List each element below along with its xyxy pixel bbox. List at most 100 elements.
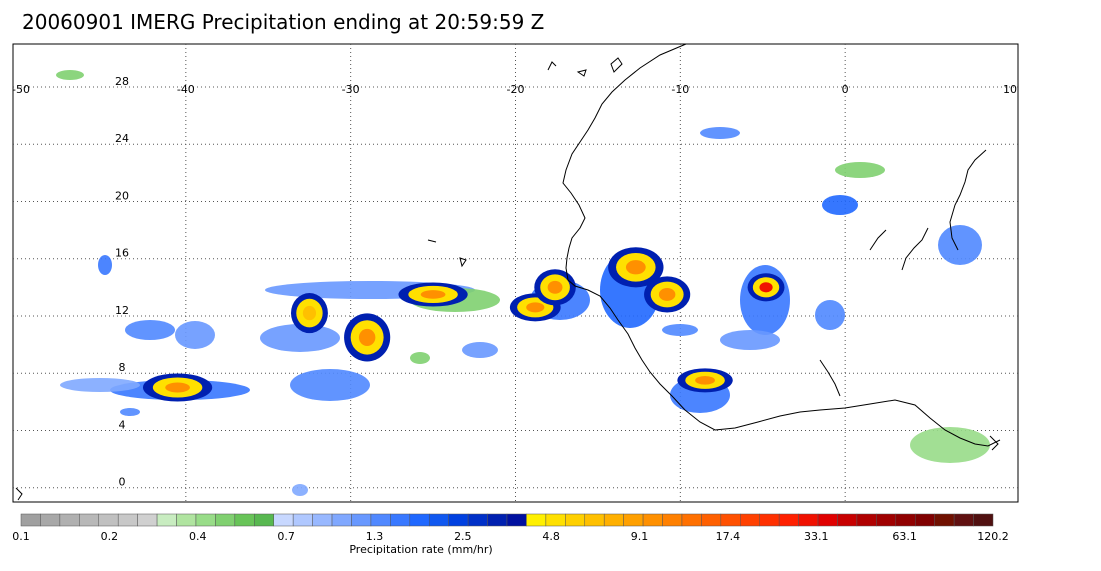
rain-cell-core xyxy=(420,290,446,299)
rain-area xyxy=(822,195,858,215)
longitude-label: -40 xyxy=(177,83,195,96)
colorbar-swatch xyxy=(117,513,138,527)
rain-area xyxy=(260,324,340,352)
rain-area xyxy=(56,70,84,80)
colorbar-swatch xyxy=(59,513,80,527)
colorbar-swatch xyxy=(701,513,722,527)
rain-cell-core xyxy=(625,260,646,275)
rain-cell-core xyxy=(547,280,563,294)
colorbar-tick-label: 17.4 xyxy=(716,530,741,543)
colorbar-tick-label: 4.8 xyxy=(542,530,560,543)
colorbar-tick-label: 9.1 xyxy=(631,530,649,543)
rain-area xyxy=(700,127,740,139)
rain-area xyxy=(410,352,430,364)
latitude-label: 8 xyxy=(119,361,126,374)
axis-labels: -50 -40 -30 -20 -10 0 10 0 4 8 12 16 20 24 28 xyxy=(12,75,1017,489)
colorbar-swatch xyxy=(740,513,760,527)
colorbar-swatch xyxy=(156,513,177,527)
colorbar-swatch xyxy=(487,513,508,527)
colorbar-swatch xyxy=(545,513,566,527)
colorbar-swatch xyxy=(662,513,683,527)
colorbar: 0.1 0.2 0.4 0.7 1.3 2.5 4.8 9.1 17.4 33.1 63.1 120.… xyxy=(12,513,1009,543)
longitude-label: -20 xyxy=(507,83,525,96)
colorbar-tick-label: 2.5 xyxy=(454,530,472,543)
rain-area xyxy=(462,342,498,358)
colorbar-swatch xyxy=(79,513,100,527)
rain-cell-core xyxy=(302,305,317,321)
colorbar-swatch xyxy=(973,513,994,527)
colorbar-tick-label: 1.3 xyxy=(366,530,384,543)
colorbar-swatch xyxy=(312,513,333,527)
colorbar-swatch xyxy=(273,513,294,527)
colorbar-swatch xyxy=(467,513,488,527)
colorbar-swatch xyxy=(623,513,644,527)
colorbar-swatch xyxy=(331,513,352,527)
colorbar-swatch xyxy=(448,513,469,527)
rain-area xyxy=(815,300,845,330)
colorbar-swatch xyxy=(603,513,624,527)
rain-area xyxy=(720,330,780,350)
colorbar-swatch xyxy=(428,513,449,527)
colorbar-swatch xyxy=(409,513,430,527)
colorbar-swatch xyxy=(642,513,663,527)
colorbar-swatch xyxy=(215,513,236,527)
colorbar-swatch xyxy=(390,513,411,527)
colorbar-swatch xyxy=(195,513,216,527)
colorbar-tick-label: 120.2 xyxy=(977,530,1009,543)
colorbar-swatch xyxy=(351,513,372,527)
longitude-label: 0 xyxy=(842,83,849,96)
colorbar-swatch xyxy=(254,513,274,527)
latitude-label: 20 xyxy=(115,189,129,202)
longitude-label: -30 xyxy=(342,83,360,96)
latitude-label: 16 xyxy=(115,247,129,260)
latitude-label: 28 xyxy=(115,75,129,88)
rain-area xyxy=(938,225,982,265)
longitude-label: -10 xyxy=(671,83,689,96)
colorbar-label: Precipitation rate (mm/hr) xyxy=(349,543,492,556)
colorbar-swatch xyxy=(565,513,586,527)
colorbar-swatch xyxy=(856,513,877,527)
rain-cell-core xyxy=(165,382,190,393)
rain-cell-core xyxy=(526,302,545,313)
longitude-label: 10 xyxy=(1003,83,1017,96)
rain-area xyxy=(60,378,140,392)
rain-area xyxy=(175,321,215,349)
latitude-label: 4 xyxy=(119,418,126,431)
colorbar-swatch xyxy=(953,513,974,527)
rain-cell-core xyxy=(695,376,715,385)
colorbar-swatch xyxy=(876,513,897,527)
colorbar-swatch xyxy=(584,513,605,527)
graticule xyxy=(13,44,1018,502)
colorbar-swatch xyxy=(914,513,935,527)
rain-area xyxy=(98,255,112,275)
colorbar-tick-label: 0.1 xyxy=(12,530,30,543)
colorbar-swatch xyxy=(506,513,527,527)
rain-cell-core xyxy=(358,328,376,346)
colorbar-swatch xyxy=(526,513,547,527)
longitude-label: -50 xyxy=(12,83,30,96)
latitude-label: 12 xyxy=(115,304,129,317)
colorbar-swatch xyxy=(40,513,61,527)
colorbar-tick-label: 63.1 xyxy=(892,530,917,543)
colorbar-swatch xyxy=(681,513,702,527)
coastline xyxy=(15,43,1001,501)
colorbar-tick-label: 0.7 xyxy=(277,530,295,543)
rain-area xyxy=(662,324,698,336)
colorbar-swatch xyxy=(934,513,955,527)
rain-cell-core xyxy=(759,282,773,293)
colorbar-swatch xyxy=(234,513,255,527)
colorbar-swatch xyxy=(98,513,119,527)
colorbar-swatch xyxy=(20,513,41,527)
colorbar-tick-label: 0.4 xyxy=(189,530,207,543)
precipitation-field xyxy=(56,70,990,496)
colorbar-swatch xyxy=(895,513,916,527)
latitude-label: 24 xyxy=(115,132,129,145)
colorbar-swatch xyxy=(759,513,780,527)
colorbar-swatch xyxy=(720,513,741,527)
colorbar-swatch xyxy=(292,513,313,527)
rain-area xyxy=(125,320,175,340)
colorbar-swatch xyxy=(817,513,838,527)
colorbar-tick-label: 33.1 xyxy=(804,530,829,543)
rain-area xyxy=(292,484,308,496)
